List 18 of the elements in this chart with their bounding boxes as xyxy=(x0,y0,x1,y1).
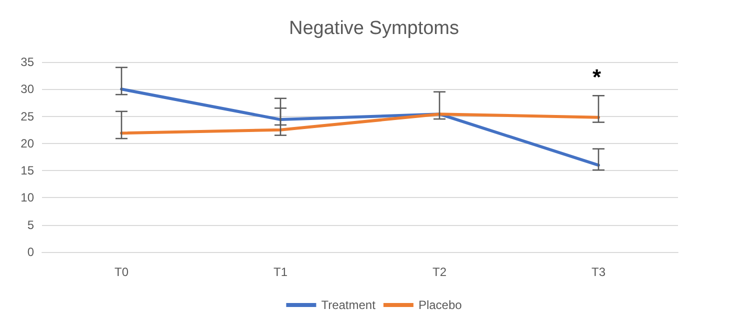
legend-label: Placebo xyxy=(418,298,462,312)
x-tick-label: T3 xyxy=(591,265,606,279)
y-tick-label: 5 xyxy=(27,218,34,232)
chart-title: Negative Symptoms xyxy=(288,18,460,39)
x-tick-label: T2 xyxy=(432,265,447,279)
x-tick-label: T1 xyxy=(273,265,288,279)
y-tick-label: 25 xyxy=(20,109,34,124)
annotation: * xyxy=(592,64,602,90)
y-tick-label: 30 xyxy=(20,82,34,96)
x-tick-label: T0 xyxy=(114,265,129,279)
legend-label: Treatment xyxy=(321,298,376,312)
y-tick-label: 35 xyxy=(20,55,34,69)
y-tick-label: 0 xyxy=(27,245,34,259)
y-tick-label: 10 xyxy=(20,190,34,205)
line-series xyxy=(120,88,600,167)
line-series xyxy=(120,112,600,135)
y-tick-label: 15 xyxy=(20,164,34,178)
y-tick-label: 20 xyxy=(20,136,34,150)
